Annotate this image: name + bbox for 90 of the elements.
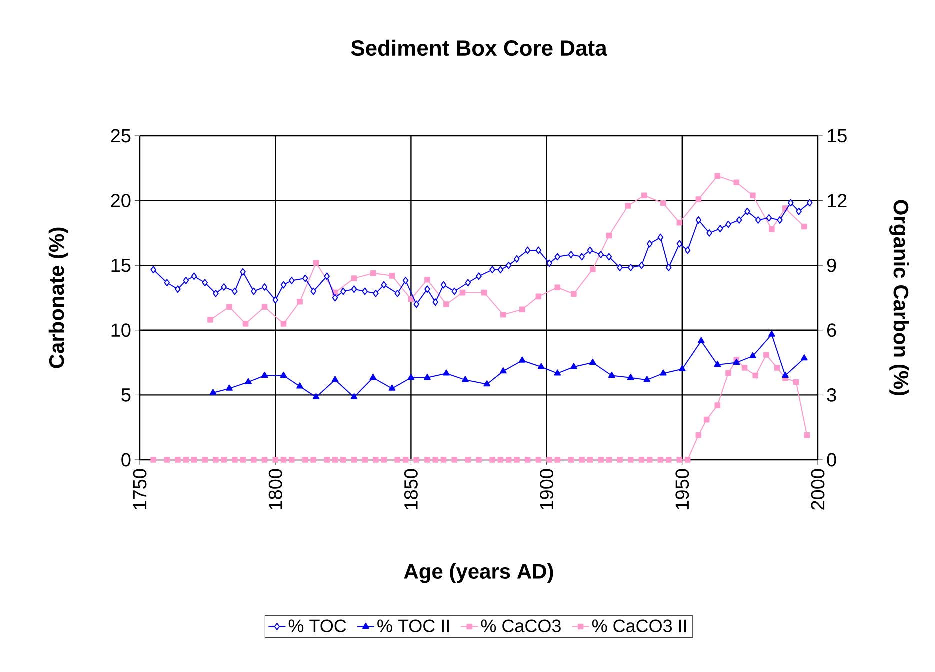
point xyxy=(571,291,577,298)
legend-label: % TOC II xyxy=(378,620,449,632)
legend-label: % CaCO3 II xyxy=(592,620,686,632)
point xyxy=(462,376,469,382)
point xyxy=(714,361,722,368)
point xyxy=(749,352,756,359)
point xyxy=(444,302,450,308)
point xyxy=(388,384,396,391)
point xyxy=(210,389,217,396)
point xyxy=(678,365,686,372)
y2-tick-label: 9 xyxy=(827,258,836,272)
x-tick-label: 1900 xyxy=(540,469,554,510)
point xyxy=(676,220,683,226)
y2-tick-label: 0 xyxy=(827,453,836,467)
legend-label: % CaCO3 xyxy=(481,620,561,632)
point xyxy=(242,321,249,327)
point xyxy=(734,180,740,186)
point xyxy=(518,356,526,363)
x-tick-label: 1850 xyxy=(404,469,418,510)
point xyxy=(800,354,808,361)
point xyxy=(261,372,268,378)
point xyxy=(554,284,561,291)
y-tick-label: 20 xyxy=(111,194,131,208)
chart-title: Sediment Box Core Data xyxy=(351,40,608,56)
y-tick-label: 25 xyxy=(111,129,131,143)
y2-tick-label: 3 xyxy=(827,388,836,402)
point xyxy=(536,294,542,300)
point xyxy=(538,363,545,370)
y-tick-label: 15 xyxy=(112,258,131,272)
point xyxy=(350,393,358,400)
point xyxy=(768,226,775,232)
point xyxy=(351,276,358,282)
point xyxy=(660,370,667,376)
point xyxy=(698,337,705,344)
point xyxy=(519,306,526,313)
point xyxy=(500,368,507,374)
x-tick-label: 1750 xyxy=(133,469,147,510)
point xyxy=(296,382,304,389)
point xyxy=(370,270,376,276)
x-tick-label: 2000 xyxy=(811,469,825,510)
y2-tick-label: 15 xyxy=(828,129,847,143)
point xyxy=(280,321,287,327)
point xyxy=(627,374,634,380)
point xyxy=(312,393,320,400)
y2-tick-label: 6 xyxy=(827,324,836,338)
y2-axis-title: Organic Carbon (%) xyxy=(890,200,910,396)
point xyxy=(782,372,789,378)
x-tick-label: 1950 xyxy=(676,469,690,510)
point xyxy=(460,290,466,296)
point xyxy=(226,384,233,391)
x-tick-label: 1800 xyxy=(268,469,282,510)
y-tick-label: 0 xyxy=(122,453,131,467)
point xyxy=(443,370,450,376)
point xyxy=(297,298,303,305)
point xyxy=(424,276,430,283)
point xyxy=(332,376,339,382)
y-tick-label: 5 xyxy=(122,388,131,402)
point xyxy=(570,363,578,370)
point xyxy=(802,224,808,230)
point xyxy=(424,374,431,380)
point xyxy=(389,273,396,279)
point xyxy=(768,330,776,337)
point xyxy=(644,376,651,382)
point xyxy=(606,232,612,239)
x-axis-title: Age (years AD) xyxy=(404,564,554,584)
point xyxy=(500,312,506,318)
point xyxy=(750,192,756,199)
point xyxy=(370,374,377,380)
point xyxy=(313,260,320,266)
y-tick-label: 10 xyxy=(112,324,131,338)
point xyxy=(245,378,252,384)
point xyxy=(408,374,415,380)
point xyxy=(208,317,214,323)
point xyxy=(696,196,702,202)
point xyxy=(625,203,632,209)
point xyxy=(262,304,268,310)
point xyxy=(589,358,596,365)
point xyxy=(714,173,721,180)
y2-tick-label: 12 xyxy=(828,194,847,208)
point xyxy=(642,192,648,199)
point xyxy=(554,370,562,376)
legend-label: % TOC xyxy=(288,620,346,632)
y-axis-title: Carbonate (%) xyxy=(48,228,68,368)
point xyxy=(660,200,666,206)
point xyxy=(608,372,616,378)
point xyxy=(226,304,232,310)
point xyxy=(280,372,288,378)
point xyxy=(590,266,596,272)
point xyxy=(484,380,491,387)
point xyxy=(482,290,488,296)
